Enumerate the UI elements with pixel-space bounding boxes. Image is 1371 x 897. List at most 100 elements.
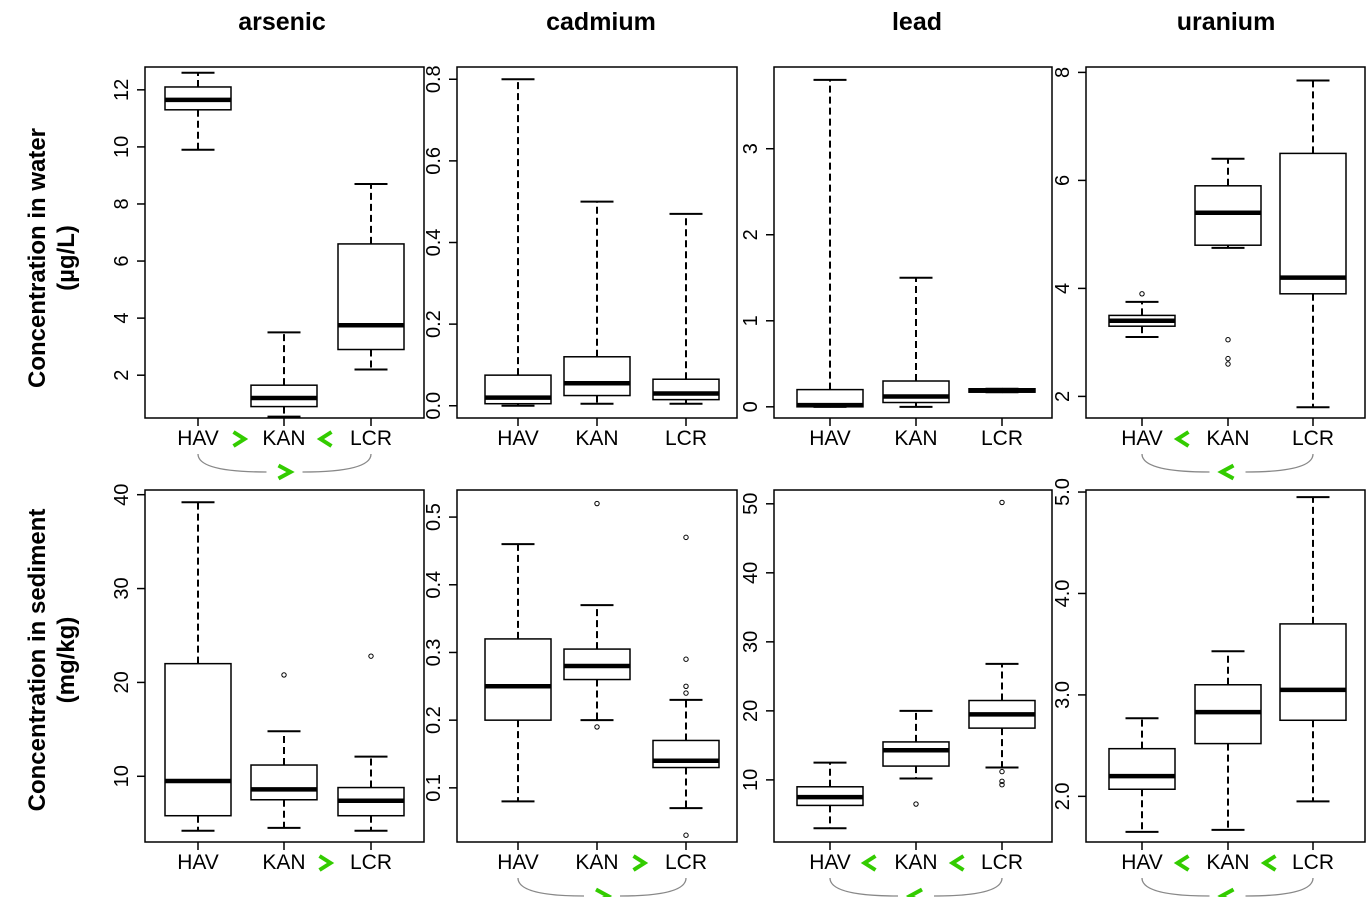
y-tick-label: 4 [1052, 283, 1074, 294]
comparisons [1141, 854, 1314, 897]
plot-frame [1085, 66, 1366, 419]
comparisons [517, 854, 687, 897]
y-tick-label: 4.0 [1052, 580, 1074, 608]
y-tick-label: 8 [111, 198, 133, 209]
box-HAV [1108, 291, 1176, 338]
outlier-point [1225, 337, 1231, 343]
y-tick-label: 10 [740, 769, 762, 791]
panel-lead-sediment: 10 20 30 40 50 HAV KAN LCR [740, 489, 1053, 897]
outlier-point [1225, 355, 1231, 362]
col-title-uranium: uranium [1177, 8, 1276, 36]
outlier-point [999, 778, 1005, 784]
outlier-point [999, 768, 1005, 775]
x-tick-label: KAN [575, 427, 618, 450]
y-tick-label: 30 [740, 631, 762, 653]
y-tick-label: 12 [111, 79, 133, 101]
y-tick-label: 50 [740, 493, 762, 515]
box-HAV [484, 78, 552, 407]
comparison-bracket [1141, 877, 1314, 897]
y-tick-label: 40 [740, 562, 762, 584]
comparison-sign [232, 430, 249, 448]
y-tick-label: 2.0 [1052, 782, 1074, 810]
box-KAN [563, 500, 631, 730]
outlier-point [999, 499, 1005, 506]
y-tick-label: 5.0 [1052, 478, 1074, 506]
y-tick-label: 0.4 [423, 229, 445, 257]
box-LCR [968, 499, 1036, 788]
y-tick-label: 10 [111, 136, 133, 158]
plot-frame [773, 66, 1053, 419]
box-KAN [882, 709, 950, 807]
outlier-point [1225, 361, 1231, 367]
y-tick-label: 0.2 [423, 310, 445, 338]
x-tick-label: LCR [350, 427, 392, 450]
panel-uranium-sediment: 2.0 3.0 4.0 5.0 HAV KAN LCR [1052, 478, 1366, 897]
iqr-box [882, 741, 950, 767]
y-tick-label: 2 [740, 229, 762, 240]
x-tick-label: LCR [1292, 427, 1334, 450]
y-tick-label: 0.0 [423, 392, 445, 420]
box-KAN [1194, 650, 1262, 831]
y-tick-label: 0.5 [423, 503, 445, 531]
y-tick-label: 1 [740, 315, 762, 326]
outlier-point [683, 690, 689, 696]
x-tick-label: HAV [497, 851, 539, 874]
row-title-water-line2: (µg/L) [53, 225, 80, 291]
box-LCR [652, 534, 720, 838]
col-title-lead: lead [892, 8, 942, 36]
panel-arsenic-sediment: 10 20 30 40 HAV KAN LCR [111, 484, 425, 874]
x-tick-label: KAN [575, 851, 618, 874]
col-title-cadmium: cadmium [546, 8, 656, 36]
iqr-box [337, 243, 405, 351]
x-tick-label: LCR [665, 427, 707, 450]
iqr-box [484, 638, 552, 721]
box-LCR [652, 212, 720, 405]
outlier-point [368, 653, 374, 659]
x-tick-label: HAV [177, 427, 219, 450]
outlier-point [683, 832, 689, 838]
y-tick-label: 10 [111, 765, 133, 787]
comparison-sign [1173, 430, 1190, 448]
y-tick-label: 2 [111, 370, 133, 381]
x-tick-label: KAN [1206, 851, 1249, 874]
y-tick-label: 0 [740, 401, 762, 412]
outlier-point [1139, 291, 1145, 297]
x-tick-label: LCR [350, 851, 392, 874]
panel-cadmium-water: 0.0 0.2 0.4 0.6 0.8 HAV KAN LCR [423, 65, 738, 450]
row-title-water-line1: Concentration in water [24, 128, 51, 388]
comparison-sign [318, 854, 335, 872]
outlier-point [594, 724, 600, 730]
x-tick-label: HAV [1121, 851, 1163, 874]
box-KAN [563, 200, 631, 405]
comparison-sign [1260, 854, 1277, 872]
iqr-box [1108, 747, 1176, 791]
y-tick-label: 20 [740, 700, 762, 722]
comparison-sign [316, 430, 333, 448]
box-KAN [1194, 157, 1262, 367]
box-LCR [1279, 79, 1347, 409]
comparison-sign [860, 854, 877, 872]
y-tick-label: 2 [1052, 391, 1074, 402]
outlier-point [683, 683, 689, 690]
panel-lead-water: 0 1 2 3 HAV KAN LCR [740, 66, 1053, 450]
box-HAV [164, 71, 232, 151]
panel-uranium-water: 2 4 6 8 HAV KAN LCR [1052, 66, 1366, 481]
comparison-sign [1217, 887, 1235, 897]
panel-cadmium-sediment: 0.1 0.2 0.3 0.4 0.5 HAV KAN LCR [423, 489, 738, 897]
plot-frame [773, 489, 1053, 843]
comparison-sign [595, 887, 613, 897]
comparisons [318, 854, 335, 872]
box-HAV [796, 78, 864, 408]
iqr-box [563, 356, 631, 397]
box-HAV [484, 543, 552, 803]
comparison-bracket [1141, 453, 1314, 473]
iqr-box [882, 380, 950, 404]
iqr-box [652, 739, 720, 769]
y-tick-label: 4 [111, 313, 133, 324]
y-tick-label: 0.6 [423, 147, 445, 175]
x-tick-label: KAN [894, 427, 937, 450]
x-tick-label: HAV [177, 851, 219, 874]
y-tick-label: 8 [1052, 67, 1074, 78]
iqr-box [164, 662, 232, 817]
box-KAN [250, 672, 318, 829]
